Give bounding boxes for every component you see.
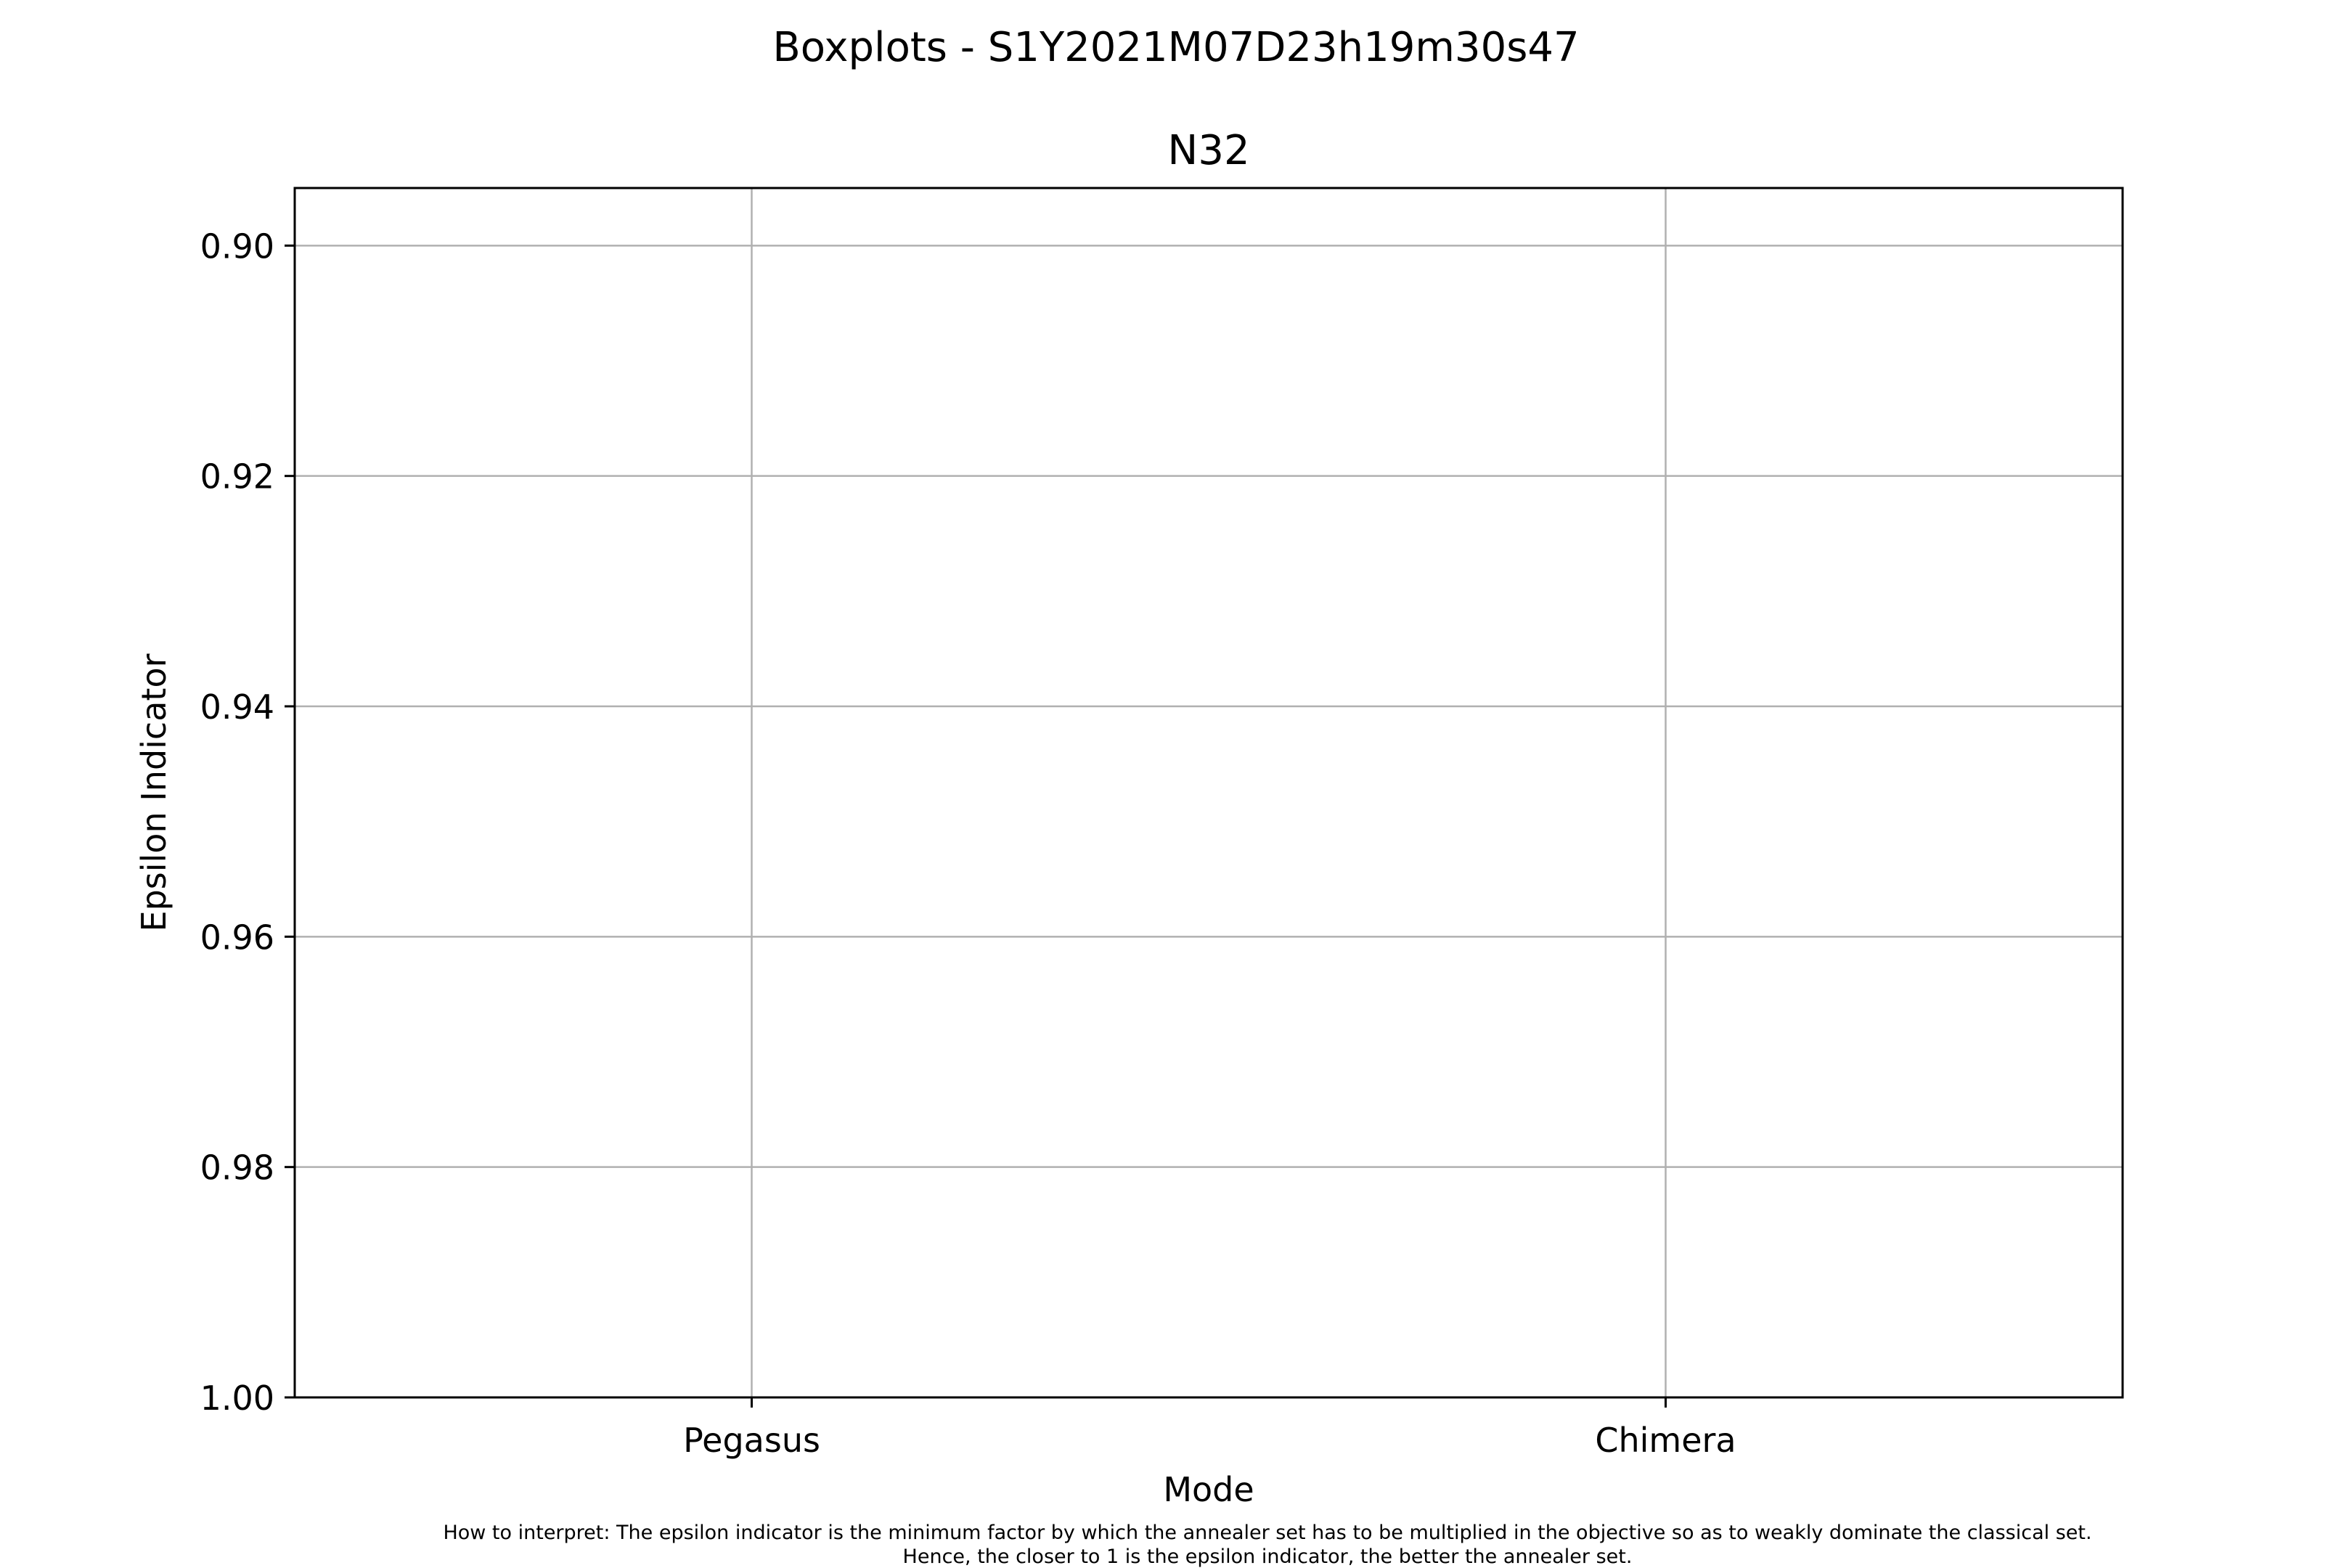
y-tick-label: 0.90 [200,226,274,266]
y-axis-label: Epsilon Indicator [134,653,173,931]
footnote-line-1: How to interpret: The epsilon indicator … [443,1522,2091,1544]
x-tick-label: Pegasus [683,1421,820,1460]
x-axis-label: Mode [1163,1470,1254,1509]
x-tick-label: Chimera [1595,1421,1736,1460]
y-tick-label: 0.96 [200,918,274,957]
grid [295,188,2123,1399]
y-tick-label: 0.92 [200,457,274,497]
plot-area-frame [293,187,2124,1399]
y-axis: 0.90 0.92 0.94 0.96 0.98 1.00 [200,226,295,1418]
figure-suptitle: Boxplots - S1Y2021M07D23h19m30s47 [772,24,1579,71]
y-tick-label: 0.94 [200,687,274,727]
chart-title: N32 [1167,127,1249,174]
x-axis: Pegasus Chimera [683,1397,1736,1460]
y-tick-label: 1.00 [200,1379,274,1418]
footnote-line-2: Hence, the closer to 1 is the epsilon in… [903,1545,1633,1568]
y-tick-label: 0.98 [200,1148,274,1188]
